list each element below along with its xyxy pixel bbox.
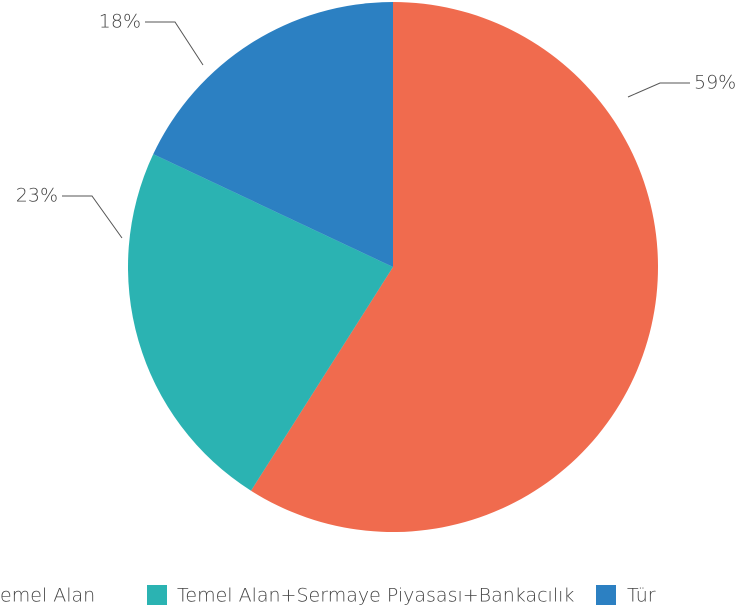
pie-slice <box>251 2 658 532</box>
legend-label: Temel Alan+Sermaye Piyasası+Bankacılık <box>177 585 574 607</box>
legend-label: Tür <box>627 585 656 607</box>
slice-label: 18% <box>99 11 141 33</box>
leader-line <box>627 82 690 98</box>
leader-line <box>145 21 204 66</box>
legend-label: emel Alan <box>0 585 95 607</box>
pie-slice <box>127 154 393 491</box>
slice-label: 59% <box>694 72 736 94</box>
pie-slice <box>153 1 393 267</box>
legend-swatch <box>596 585 616 605</box>
slice-label: 23% <box>16 185 58 207</box>
leader-line <box>62 195 123 239</box>
legend-swatch <box>147 585 167 605</box>
